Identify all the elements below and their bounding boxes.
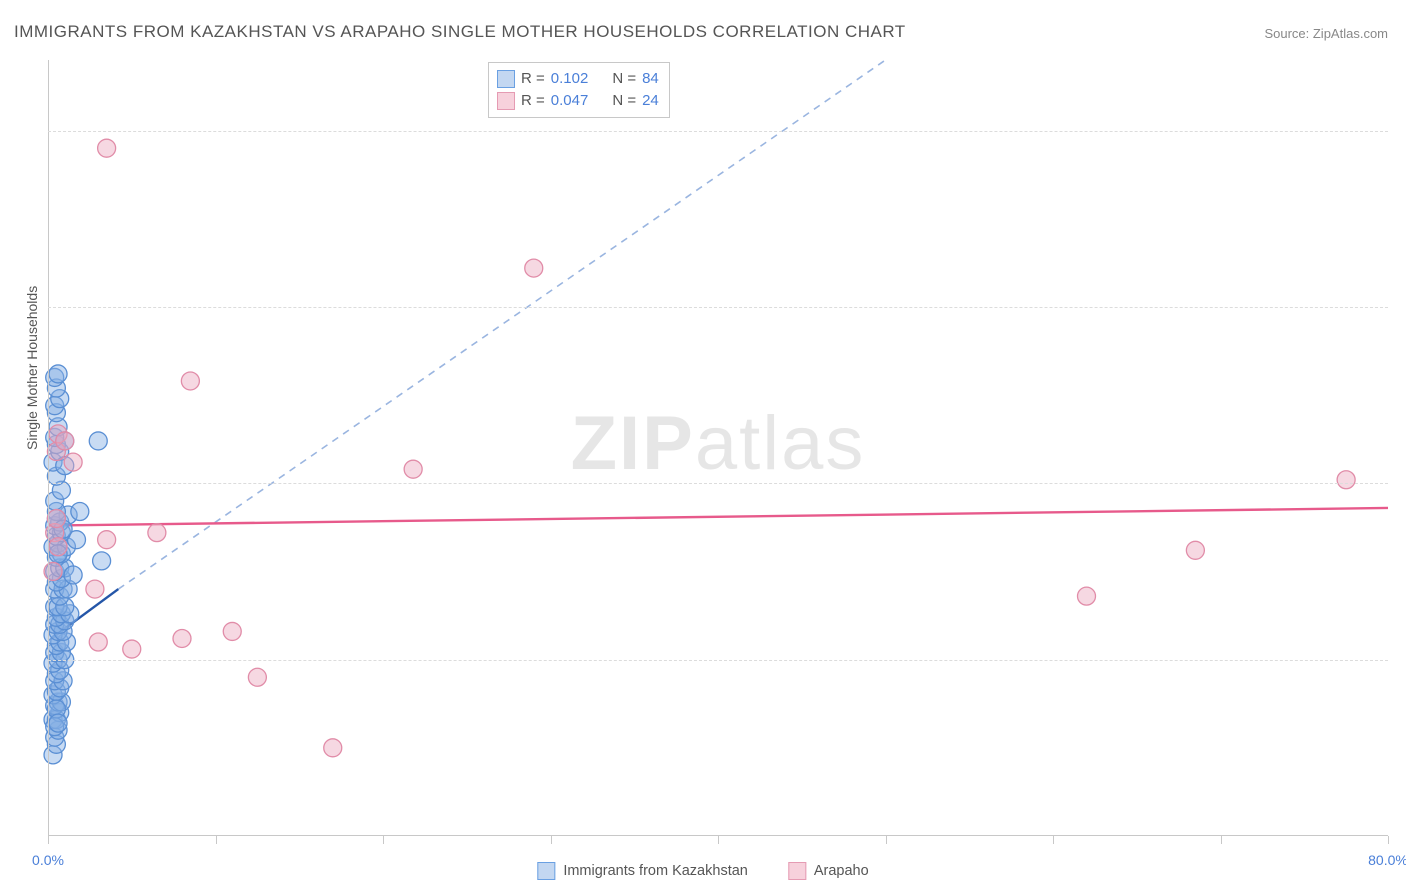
n-label: N = bbox=[612, 68, 636, 90]
source-attribution: Source: ZipAtlas.com bbox=[1264, 26, 1388, 41]
legend-row-series-2: R = 0.047 N = 24 bbox=[497, 90, 659, 112]
legend-label: Arapaho bbox=[814, 863, 869, 879]
scatter-plot-svg bbox=[48, 60, 1388, 836]
n-label: N = bbox=[612, 90, 636, 112]
y-tick-label: 20.0% bbox=[1393, 123, 1406, 139]
y-tick-label: 5.0% bbox=[1393, 652, 1406, 668]
swatch-icon bbox=[497, 92, 515, 110]
swatch-icon bbox=[497, 70, 515, 88]
r-label: R = bbox=[521, 68, 545, 90]
y-axis-label: Single Mother Households bbox=[24, 286, 40, 450]
r-value: 0.102 bbox=[551, 68, 589, 90]
legend-label: Immigrants from Kazakhstan bbox=[563, 863, 748, 879]
legend-item-series-2: Arapaho bbox=[788, 862, 869, 880]
chart-title: IMMIGRANTS FROM KAZAKHSTAN VS ARAPAHO SI… bbox=[14, 22, 906, 42]
chart-plot-area: ZIPatlas R = 0.102 N = 84 R = 0.047 N = … bbox=[48, 60, 1388, 836]
n-value: 84 bbox=[642, 68, 659, 90]
x-tick-label: 0.0% bbox=[32, 852, 64, 868]
correlation-legend: R = 0.102 N = 84 R = 0.047 N = 24 bbox=[488, 62, 670, 118]
r-value: 0.047 bbox=[551, 90, 589, 112]
y-tick-label: 15.0% bbox=[1393, 299, 1406, 315]
y-tick-label: 10.0% bbox=[1393, 475, 1406, 491]
r-label: R = bbox=[521, 90, 545, 112]
x-tick-label: 80.0% bbox=[1368, 852, 1406, 868]
legend-item-series-1: Immigrants from Kazakhstan bbox=[537, 862, 748, 880]
series-legend: Immigrants from Kazakhstan Arapaho bbox=[537, 862, 868, 880]
n-value: 24 bbox=[642, 90, 659, 112]
swatch-icon bbox=[788, 862, 806, 880]
swatch-icon bbox=[537, 862, 555, 880]
legend-row-series-1: R = 0.102 N = 84 bbox=[497, 68, 659, 90]
